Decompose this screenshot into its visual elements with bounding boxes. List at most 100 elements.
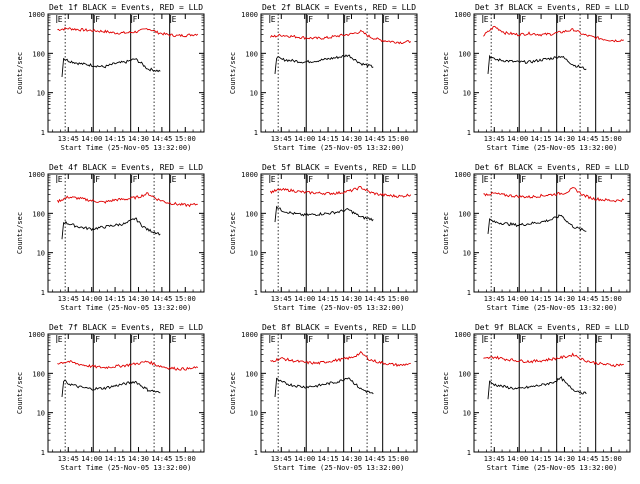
x-tick-label: 14:15 <box>105 455 126 463</box>
y-tick-label: 1000 <box>454 331 471 339</box>
chart-panel-2: Det 2f BLACK = Events, RED = LLD 1 10 100 10… <box>229 3 418 152</box>
chart-panel-8: Det 8f BLACK = Events, RED = LLD 1 10 100 10… <box>229 323 418 472</box>
x-tick-label: 13:45 <box>484 135 505 143</box>
y-tick-label: 10 <box>37 90 45 98</box>
x-tick-label: 13:45 <box>271 135 292 143</box>
y-tick-label: 10 <box>37 250 45 258</box>
y-tick-label: 1 <box>467 449 471 457</box>
x-tick-label: 14:00 <box>81 455 102 463</box>
y-tick-label: 1000 <box>241 171 258 179</box>
x-tick-label: 14:15 <box>318 295 339 303</box>
y-tick-label: 10 <box>250 90 258 98</box>
x-axis-label: Start Time (25-Nov-05 13:32:00) <box>61 464 192 472</box>
series-line-red <box>483 352 624 368</box>
flag-label: E <box>484 15 489 24</box>
x-tick-label: 14:30 <box>341 135 362 143</box>
x-tick-label: 14:45 <box>577 295 598 303</box>
plot-frame <box>473 333 631 453</box>
y-tick-label: 100 <box>245 370 258 378</box>
flag-label: F <box>559 15 564 24</box>
y-tick-label: 100 <box>32 210 45 218</box>
y-axis-label: Counts/sec <box>16 52 24 94</box>
series-line-red <box>270 186 412 199</box>
plot-frame <box>47 333 205 453</box>
flag-label: E <box>271 175 276 184</box>
x-axis-label: Start Time (25-Nov-05 13:32:00) <box>274 464 405 472</box>
x-tick-label: 13:45 <box>58 455 79 463</box>
y-tick-label: 10 <box>250 410 258 418</box>
y-axis-label: Counts/sec <box>16 212 24 254</box>
flag-label: E <box>385 15 390 24</box>
x-tick-label: 15:00 <box>388 295 409 303</box>
x-tick-label: 15:00 <box>601 455 622 463</box>
y-axis-label: Counts/sec <box>229 52 237 94</box>
flag-label: F <box>308 175 313 184</box>
chart-panel-9: Det 9f BLACK = Events, RED = LLD 1 10 100 10… <box>442 323 631 472</box>
series-line-black <box>274 54 374 74</box>
x-tick-label: 14:00 <box>294 295 315 303</box>
chart-title: Det 6f BLACK = Events, RED = LLD <box>475 163 629 172</box>
x-tick-label: 14:30 <box>554 135 575 143</box>
flag-label: E <box>484 335 489 344</box>
series-line-black <box>487 214 587 234</box>
y-tick-label: 1000 <box>28 171 45 179</box>
x-axis-label: Start Time (25-Nov-05 13:32:00) <box>61 304 192 312</box>
y-axis-label: Counts/sec <box>229 212 237 254</box>
x-tick-label: 14:45 <box>151 295 172 303</box>
chart-title: Det 7f BLACK = Events, RED = LLD <box>49 323 203 332</box>
flag-label: E <box>58 175 63 184</box>
chart-title: Det 8f BLACK = Events, RED = LLD <box>262 323 416 332</box>
flag-label: E <box>598 15 603 24</box>
x-tick-label: 14:00 <box>294 455 315 463</box>
x-tick-label: 13:45 <box>58 135 79 143</box>
y-tick-label: 100 <box>32 370 45 378</box>
y-tick-label: 1000 <box>241 11 258 19</box>
flag-label: F <box>133 175 138 184</box>
y-tick-label: 100 <box>458 50 471 58</box>
plot-frame <box>473 13 631 133</box>
flag-label: E <box>172 335 177 344</box>
x-tick-label: 13:45 <box>58 295 79 303</box>
y-tick-label: 10 <box>463 250 471 258</box>
x-tick-label: 14:45 <box>577 455 598 463</box>
x-tick-label: 14:00 <box>81 295 102 303</box>
x-tick-label: 14:45 <box>577 135 598 143</box>
series-line-black <box>487 54 587 74</box>
flag-label: F <box>346 15 351 24</box>
series-line-red <box>57 27 199 38</box>
series-line-red <box>270 29 412 45</box>
x-axis-label: Start Time (25-Nov-05 13:32:00) <box>274 144 405 152</box>
x-tick-label: 14:15 <box>531 295 552 303</box>
y-tick-label: 100 <box>245 50 258 58</box>
x-tick-label: 14:45 <box>151 135 172 143</box>
x-tick-label: 14:00 <box>294 135 315 143</box>
y-tick-label: 1000 <box>454 171 471 179</box>
y-tick-label: 1 <box>41 449 45 457</box>
plot-frame <box>260 333 418 453</box>
y-axis-label: Counts/sec <box>442 372 450 414</box>
chart-panel-7: Det 7f BLACK = Events, RED = LLD 1 10 100 10… <box>16 323 205 472</box>
plot-frame <box>260 173 418 293</box>
y-axis-label: Counts/sec <box>442 212 450 254</box>
series-line-black <box>274 377 374 398</box>
x-tick-label: 14:00 <box>507 455 528 463</box>
flag-label: F <box>308 335 313 344</box>
x-tick-label: 14:45 <box>364 135 385 143</box>
flag-label: E <box>271 335 276 344</box>
x-axis-label: Start Time (25-Nov-05 13:32:00) <box>274 304 405 312</box>
flag-label: E <box>484 175 489 184</box>
x-tick-label: 14:15 <box>105 135 126 143</box>
y-tick-label: 1000 <box>454 11 471 19</box>
series-line-black <box>487 376 587 400</box>
chart-panel-1: Det 1f BLACK = Events, RED = LLD 1 10 100 10… <box>16 3 205 152</box>
flag-label: F <box>559 335 564 344</box>
y-tick-label: 100 <box>458 370 471 378</box>
flag-label: E <box>598 175 603 184</box>
flag-label: F <box>133 335 138 344</box>
y-tick-label: 1 <box>467 129 471 137</box>
series-line-red <box>270 350 411 367</box>
x-tick-label: 14:15 <box>318 135 339 143</box>
x-axis-label: Start Time (25-Nov-05 13:32:00) <box>487 304 618 312</box>
x-tick-label: 14:45 <box>151 455 172 463</box>
